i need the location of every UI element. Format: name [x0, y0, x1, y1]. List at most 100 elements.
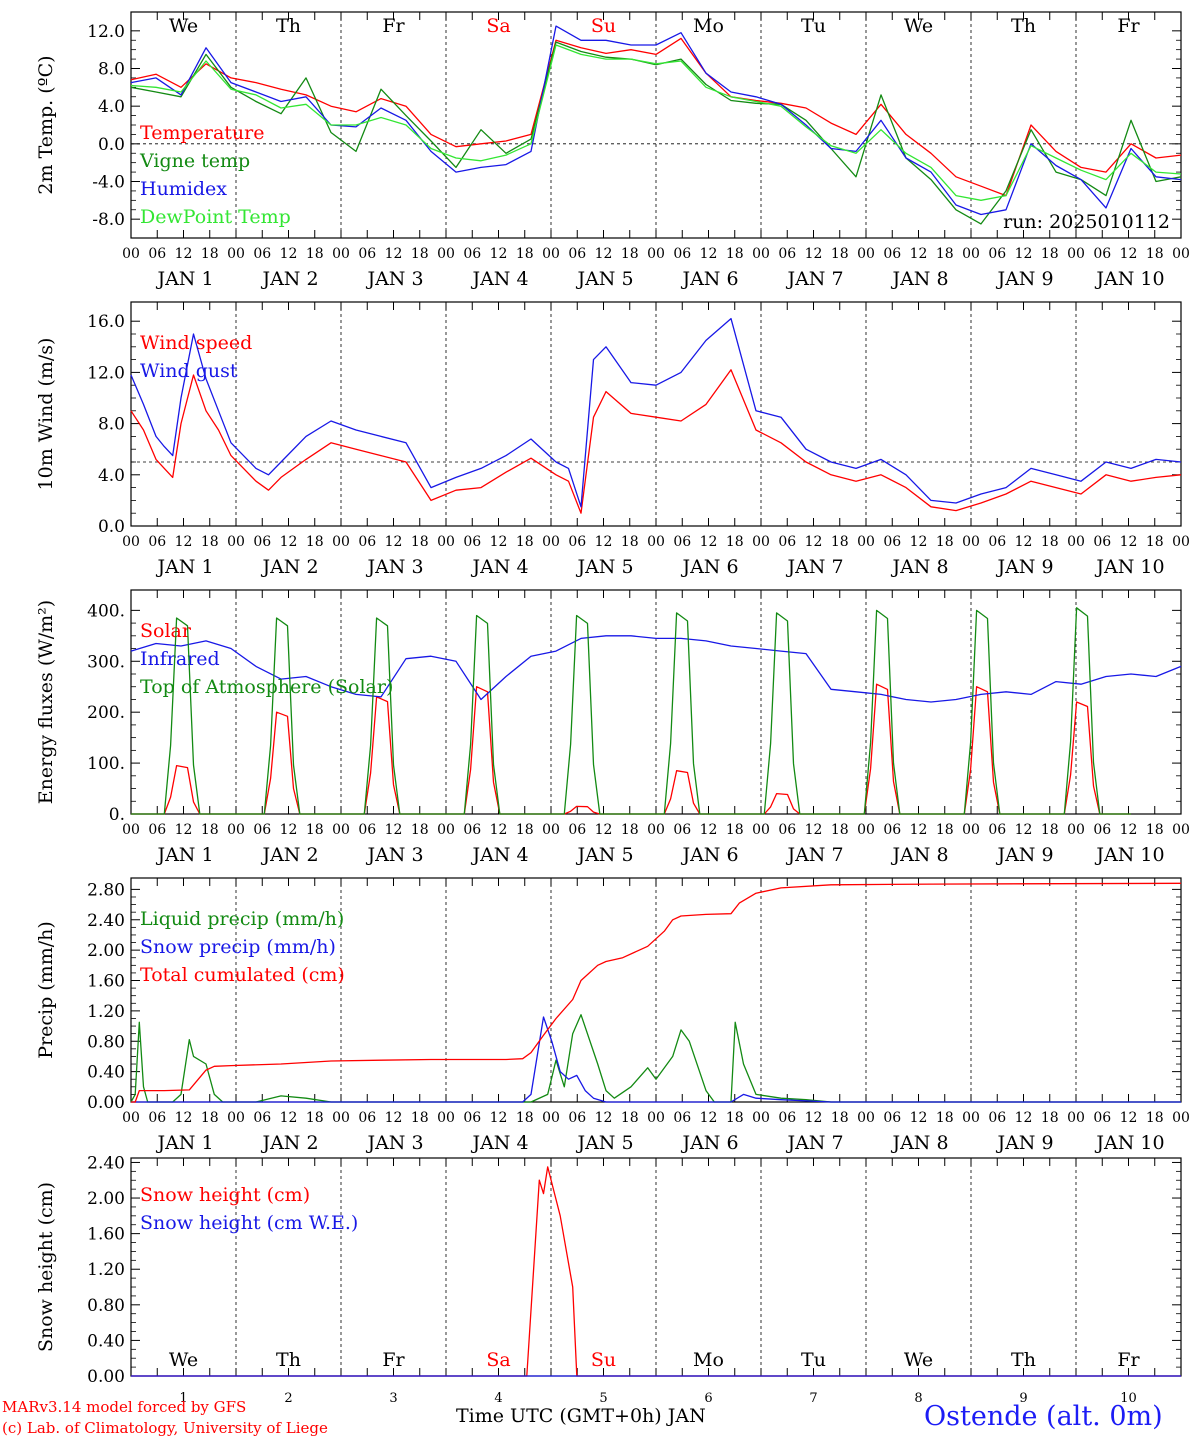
legend-entry: DewPoint Temp — [140, 206, 291, 228]
series-line-vigne-temp — [130, 41, 1182, 225]
x-hour-label: 18 — [936, 246, 954, 262]
x-hour-label: 00 — [122, 1110, 140, 1126]
x-hour-label: 12 — [700, 1110, 718, 1126]
weekday-label: Sa — [486, 15, 510, 37]
x-hour-label: 00 — [1172, 534, 1190, 550]
x-date-label: JAN 6 — [680, 268, 738, 290]
x-hour-label: 00 — [437, 822, 455, 838]
x-hour-label: 18 — [516, 534, 534, 550]
x-hour-label: 12 — [280, 1110, 298, 1126]
y-tick-label: 12.0 — [87, 363, 125, 383]
x-hour-label: 12 — [490, 822, 508, 838]
x-hour-label: 00 — [542, 534, 560, 550]
y-tick-label: 0.40 — [87, 1331, 125, 1351]
x-hour-label: 00 — [857, 246, 875, 262]
weekday-label: Su — [591, 15, 616, 37]
y-tick-label: 0.0 — [98, 135, 125, 155]
day-number-label: 2 — [284, 1391, 292, 1406]
model-credit: MARv3.14 model forced by GFS — [2, 1398, 247, 1416]
panel-3: 0. 100. 200. 300. 400. Energy fluxes (W/m²) 00… — [35, 589, 1190, 866]
y-tick-label: 0.80 — [87, 1032, 125, 1052]
x-hour-label: 00 — [1067, 534, 1085, 550]
weekday-label: Th — [1011, 15, 1036, 37]
y-tick-label: 400. — [87, 601, 125, 621]
x-hour-label: 12 — [1015, 822, 1033, 838]
y-tick-label: 2.40 — [87, 911, 125, 931]
legend-entry: Snow height (cm W.E.) — [140, 1212, 358, 1234]
day-number-label: 4 — [494, 1391, 502, 1406]
x-hour-label: 06 — [358, 822, 376, 838]
series-line-wind-gust — [130, 317, 1182, 508]
x-hour-label: 00 — [227, 246, 245, 262]
x-hour-label: 00 — [437, 246, 455, 262]
x-date-label: JAN 8 — [890, 268, 948, 290]
day-number-label: 10 — [1120, 1391, 1137, 1406]
x-hour-label: 00 — [227, 534, 245, 550]
series-line-solar — [131, 683, 1131, 815]
y-tick-label: 8.0 — [98, 60, 125, 80]
x-hour-label: 06 — [883, 246, 901, 262]
x-hour-label: 06 — [778, 1110, 796, 1126]
x-hour-label: 06 — [568, 246, 586, 262]
weekday-label: Tu — [801, 15, 826, 37]
x-hour-label: 00 — [1067, 822, 1085, 838]
x-hour-label: 12 — [385, 1110, 403, 1126]
legend-entry: Solar — [140, 620, 192, 642]
x-hour-label: 00 — [647, 534, 665, 550]
x-date-label: JAN 6 — [680, 556, 738, 578]
legend-entry: Vigne temp — [139, 150, 250, 172]
x-hour-label: 06 — [358, 1110, 376, 1126]
x-hour-label: 12 — [805, 1110, 823, 1126]
x-hour-label: 06 — [148, 534, 166, 550]
x-hour-label: 06 — [1093, 534, 1111, 550]
x-hour-label: 06 — [568, 1110, 586, 1126]
weekday-label: Mo — [693, 1349, 724, 1371]
x-hour-label: 06 — [883, 1110, 901, 1126]
x-date-label: JAN 5 — [575, 556, 633, 578]
y-tick-label: 0. — [109, 805, 125, 825]
x-hour-label: 18 — [201, 822, 219, 838]
x-date-label: JAN 2 — [260, 556, 318, 578]
x-hour-label: 18 — [1041, 1110, 1059, 1126]
x-date-label: JAN 2 — [260, 268, 318, 290]
x-hour-label: 18 — [516, 246, 534, 262]
x-hour-label: 18 — [201, 534, 219, 550]
x-hour-label: 06 — [988, 534, 1006, 550]
x-hour-label: 18 — [1146, 1110, 1164, 1126]
x-hour-label: 00 — [647, 1110, 665, 1126]
x-hour-label: 00 — [647, 246, 665, 262]
x-hour-label: 12 — [805, 534, 823, 550]
x-hour-label: 12 — [1120, 246, 1138, 262]
x-hour-label: 06 — [463, 822, 481, 838]
x-hour-label: 06 — [778, 534, 796, 550]
x-hour-label: 18 — [936, 534, 954, 550]
x-hour-label: 18 — [621, 1110, 639, 1126]
day-number-label: 1 — [179, 1391, 187, 1406]
x-hour-label: 12 — [700, 246, 718, 262]
weekday-label: Fr — [382, 1349, 405, 1371]
x-hour-label: 06 — [148, 822, 166, 838]
y-tick-label: 0.40 — [87, 1063, 125, 1083]
x-hour-label: 12 — [280, 822, 298, 838]
x-hour-label: 06 — [1093, 1110, 1111, 1126]
x-hour-label: 18 — [726, 534, 744, 550]
x-hour-label: 00 — [962, 1110, 980, 1126]
x-hour-label: 06 — [463, 246, 481, 262]
y-tick-label: 200. — [87, 703, 125, 723]
x-hour-label: 12 — [910, 1110, 928, 1126]
x-date-label: JAN 9 — [995, 268, 1053, 290]
series-line-top-of-atmosphere-solar- — [131, 607, 1131, 815]
series-line-infrared — [130, 635, 1182, 703]
x-hour-label: 06 — [673, 534, 691, 550]
y-tick-label: 4.0 — [98, 97, 125, 117]
x-date-label: JAN 1 — [155, 844, 213, 866]
x-hour-label: 12 — [490, 534, 508, 550]
day-number-label: 7 — [809, 1391, 817, 1406]
x-hour-label: 00 — [122, 534, 140, 550]
y-tick-label: 0.80 — [87, 1296, 125, 1316]
x-hour-label: 06 — [883, 534, 901, 550]
y-tick-label: 2.80 — [87, 880, 125, 900]
weekday-label: Su — [591, 1349, 616, 1371]
x-hour-label: 18 — [726, 1110, 744, 1126]
x-date-label: JAN 6 — [680, 1132, 738, 1154]
